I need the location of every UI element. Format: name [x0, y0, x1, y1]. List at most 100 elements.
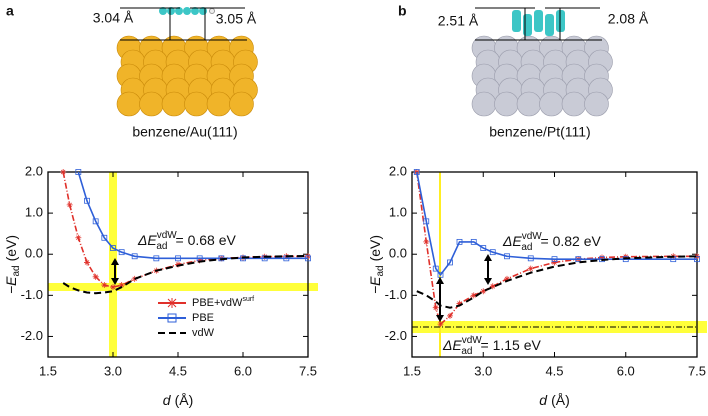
atom — [561, 91, 587, 117]
atom — [471, 91, 497, 117]
marker — [432, 265, 439, 272]
annotation-sub: ad — [156, 241, 167, 252]
legend-label: PBE — [192, 312, 214, 324]
marker — [489, 283, 496, 290]
annotation-value: = 0.82 eV — [541, 233, 602, 249]
marker — [527, 265, 534, 272]
arrow-head — [436, 277, 444, 284]
legend-marker — [167, 298, 177, 308]
x-axis-symbol: d — [163, 392, 172, 408]
x-tick-label: 3.0 — [474, 363, 492, 378]
y-axis-symbol: −E — [3, 276, 19, 294]
y-tick-label: -2.0 — [385, 328, 407, 343]
annotation-symbol: ΔE — [502, 233, 522, 249]
marker — [456, 300, 463, 307]
marker — [413, 169, 420, 175]
marker — [196, 257, 203, 264]
marker — [92, 273, 99, 280]
marker — [504, 253, 510, 260]
atom — [229, 91, 254, 117]
x-tick-label: 4.5 — [545, 363, 563, 378]
arrow-head — [111, 278, 119, 285]
marker — [480, 245, 487, 251]
marker — [175, 255, 181, 262]
legend-name: PBE — [192, 312, 214, 324]
marker — [551, 256, 558, 263]
marker — [504, 275, 510, 282]
marker — [437, 271, 444, 278]
structure-image — [116, 7, 258, 117]
y-axis-unit: (eV) — [3, 235, 19, 261]
annotation-value: = 1.15 eV — [481, 337, 542, 353]
marker — [110, 245, 116, 251]
marker — [101, 234, 108, 241]
marker — [75, 169, 82, 175]
x-axis-title: d (Å) — [539, 392, 569, 408]
marker — [101, 282, 108, 289]
atom — [584, 91, 609, 117]
marker — [423, 218, 430, 225]
y-axis-symbol: −E — [367, 276, 383, 294]
annotation-sub: ad — [521, 242, 532, 253]
marker — [489, 249, 496, 256]
marker — [305, 253, 311, 260]
y-tick-label: 0.0 — [25, 246, 43, 261]
x-tick-label: 4.5 — [169, 363, 187, 378]
marker — [305, 255, 311, 262]
y-tick-label: 1.0 — [389, 205, 407, 220]
x-tick-label: 3.0 — [104, 363, 122, 378]
marker — [413, 169, 420, 175]
molecule-atom — [159, 7, 167, 15]
y-tick-label: -2.0 — [21, 328, 43, 343]
marker — [92, 218, 99, 225]
annotation-sub: ad — [461, 346, 472, 357]
annotation-sup: vdW — [157, 230, 178, 241]
molecule-atom — [183, 7, 191, 15]
structure-image — [471, 7, 613, 117]
y-tick-label: 2.0 — [389, 163, 407, 178]
x-axis-symbol: d — [539, 392, 548, 408]
molecule-atom — [534, 10, 543, 32]
arrow-head — [436, 315, 444, 322]
marker — [84, 197, 90, 204]
marker — [447, 259, 453, 266]
marker — [599, 254, 605, 261]
molecule-atom — [545, 14, 554, 36]
marker — [60, 169, 67, 175]
molecule-atom — [175, 7, 183, 15]
legend-marker — [167, 313, 177, 323]
marker — [175, 261, 181, 268]
atom — [161, 91, 187, 117]
marker — [575, 256, 582, 263]
distance-label: 2.08 Å — [608, 11, 649, 27]
arrow-head — [484, 278, 492, 285]
marker — [423, 238, 430, 245]
legend-label: vdW — [192, 327, 215, 339]
annotation-symbol: ΔE — [442, 337, 462, 353]
y-axis-sub: ad — [11, 265, 22, 276]
marker — [456, 238, 463, 245]
panel-label: a — [6, 3, 14, 19]
series-line — [77, 171, 308, 260]
highlight-band — [48, 283, 318, 291]
marker — [470, 292, 477, 299]
y-tick-label: -1.0 — [385, 287, 407, 302]
x-tick-label: 7.5 — [299, 363, 317, 378]
y-tick-label: 2.0 — [25, 163, 43, 178]
atom — [539, 91, 564, 117]
atom — [516, 91, 542, 117]
series-line — [62, 254, 309, 295]
annotation-symbol: ΔE — [137, 232, 157, 248]
atom — [184, 91, 209, 117]
y-axis-title: −Ead (eV) — [367, 235, 386, 294]
annotation: ΔEvdW ad = 0.68 eV — [137, 230, 236, 252]
marker — [470, 238, 477, 245]
molecule-atom — [167, 7, 175, 15]
x-axis-title: d (Å) — [163, 392, 193, 408]
caption: benzene/Pt(111) — [489, 124, 590, 140]
y-axis-title: −Ead (eV) — [3, 235, 22, 294]
atom — [206, 91, 232, 117]
y-axis-sub: ad — [375, 265, 386, 276]
legend-name: PBE+vdW — [192, 297, 243, 309]
marker — [131, 275, 138, 282]
